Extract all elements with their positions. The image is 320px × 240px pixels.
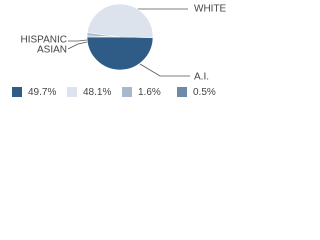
- slice-label: A.I.: [194, 72, 209, 83]
- leader-line: [67, 41, 88, 50]
- legend-swatch: [67, 87, 77, 97]
- leader-line: [68, 39, 88, 42]
- pie-slice: [86, 35, 121, 38]
- legend-label: 48.1%: [83, 87, 111, 98]
- legend-label: 1.6%: [138, 87, 161, 98]
- leader-lines: [67, 8, 190, 77]
- legend-swatch: [12, 87, 22, 97]
- slice-label: ASIAN: [37, 45, 67, 56]
- legend-label: 0.5%: [193, 87, 216, 98]
- slice-label: WHITE: [194, 4, 227, 15]
- legend-label: 49.7%: [28, 87, 56, 98]
- leader-line: [139, 63, 190, 77]
- chart: WHITE HISPANIC ASIAN A.I. 49.7% 48.1% 1.6%…: [12, 3, 227, 98]
- slice-label: HISPANIC: [21, 35, 68, 46]
- legend-swatch: [177, 87, 187, 97]
- pie-slice: [86, 36, 154, 71]
- pie-slice: [86, 3, 154, 38]
- legend-swatch: [122, 87, 132, 97]
